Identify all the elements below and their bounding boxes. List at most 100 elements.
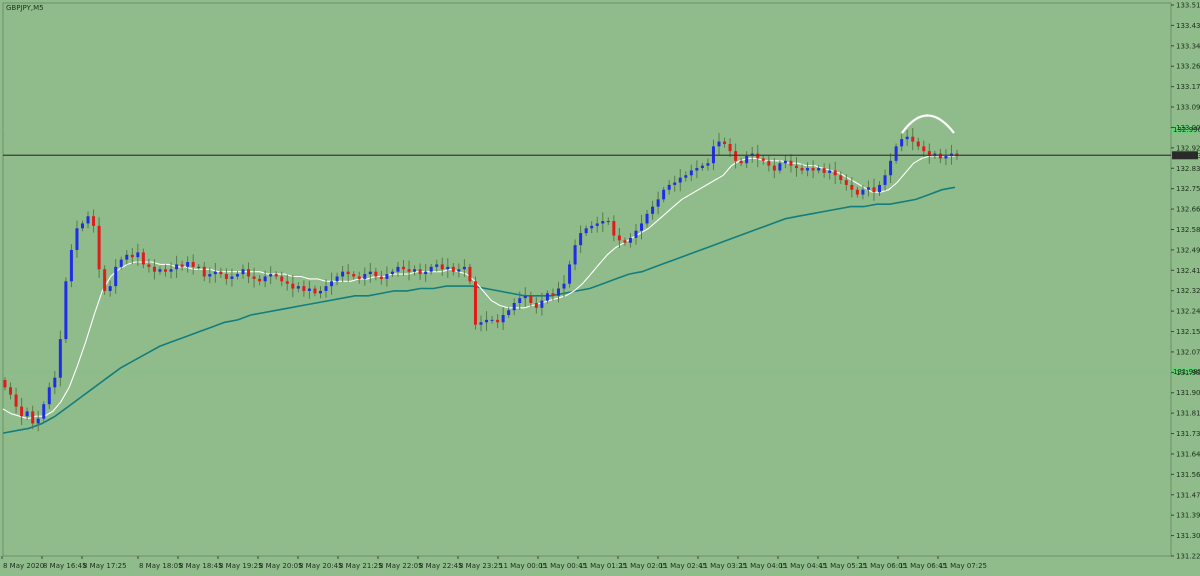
candle-body <box>86 216 90 224</box>
candle-body <box>944 156 948 159</box>
y-tick-label: 131.730 <box>1176 430 1200 438</box>
candle-body <box>706 163 710 166</box>
level-label: 132.990 <box>1173 126 1200 134</box>
candle-body <box>31 411 35 424</box>
candle-body <box>490 319 494 321</box>
y-tick-label: 133.175 <box>1176 83 1200 91</box>
candle-body <box>429 266 433 272</box>
symbol-label: GBPJPY,M5 <box>6 4 44 12</box>
candle-body <box>64 281 68 340</box>
candle-body <box>396 266 400 272</box>
y-tick-label: 133.515 <box>1176 2 1200 10</box>
y-tick-label: 132.155 <box>1176 328 1200 336</box>
candle-body <box>280 276 284 282</box>
candle-body <box>789 160 793 166</box>
candle-body <box>418 269 422 275</box>
plot-area <box>2 2 1172 557</box>
x-tick-label: 11 May 03:25 <box>699 562 747 570</box>
candle-body <box>457 269 461 272</box>
candle-body <box>479 322 483 325</box>
candle-body <box>363 274 367 279</box>
candle-body <box>822 168 826 173</box>
candle-body <box>318 290 322 294</box>
y-tick-label: 133.005 <box>1176 124 1200 132</box>
candle-body <box>640 223 644 231</box>
candle-body <box>745 156 749 164</box>
candle-body <box>407 269 411 272</box>
candle-body <box>573 245 577 265</box>
level-label: 131.985 <box>1173 368 1200 376</box>
candle-body <box>258 278 262 282</box>
candle-body <box>368 271 372 275</box>
x-tick-label: 8 May 18:05 <box>139 562 183 570</box>
candle-body <box>219 271 223 275</box>
y-tick-label: 132.750 <box>1176 185 1200 193</box>
y-tick-label: 133.345 <box>1176 42 1200 50</box>
candle-body <box>778 163 782 171</box>
candle-body <box>114 266 118 287</box>
candle-body <box>202 266 206 277</box>
y-tick-label: 132.070 <box>1176 348 1200 356</box>
y-tick-label: 131.900 <box>1176 389 1200 397</box>
y-tick-label: 131.645 <box>1176 450 1200 458</box>
candle-body <box>634 230 638 238</box>
candle-body <box>678 177 682 183</box>
y-tick-label: 132.410 <box>1176 267 1200 275</box>
candle-body <box>3 380 7 388</box>
candle-body <box>927 151 931 157</box>
candle-body <box>761 158 765 161</box>
candle-body <box>413 269 417 272</box>
x-tick-label: 11 May 04:45 <box>779 562 827 570</box>
candle-body <box>169 269 173 272</box>
candle-body <box>307 288 311 291</box>
candle-body <box>883 175 887 185</box>
candle-body <box>180 264 184 267</box>
candle-body <box>855 189 859 195</box>
candle-body <box>739 160 743 164</box>
candle-body <box>14 394 18 407</box>
candle-body <box>850 184 854 190</box>
candle-body <box>75 228 79 250</box>
candle-body <box>186 262 190 267</box>
candle-body <box>241 269 245 275</box>
x-tick-label: 8 May 21:25 <box>339 562 383 570</box>
candle-body <box>9 387 13 395</box>
candle-body <box>767 160 771 166</box>
y-tick-label: 132.835 <box>1176 165 1200 173</box>
candle-body <box>164 269 168 272</box>
candle-body <box>224 274 228 279</box>
y-tick-label: 132.495 <box>1176 246 1200 254</box>
x-tick-label: 11 May 07:25 <box>939 562 987 570</box>
candle-body <box>136 252 140 258</box>
x-tick-label: 11 May 02:05 <box>619 562 667 570</box>
candle-body <box>379 276 383 279</box>
candle-body <box>36 418 40 424</box>
x-tick-label: 11 May 06:05 <box>859 562 907 570</box>
candle-body <box>97 225 101 270</box>
candle-body <box>512 302 516 311</box>
candle-body <box>341 271 345 277</box>
y-tick-label: 132.665 <box>1176 206 1200 214</box>
candle-body <box>130 254 134 258</box>
candle-body <box>197 266 201 268</box>
candle-body <box>191 262 195 267</box>
candle-body <box>402 266 406 270</box>
candle-body <box>595 223 599 226</box>
candle-body <box>352 274 356 277</box>
candle-body <box>247 269 251 277</box>
candle-body <box>728 143 732 152</box>
candle-body <box>606 221 610 223</box>
candle-body <box>440 264 444 270</box>
candle-body <box>612 221 616 236</box>
x-tick-label: 8 May 2020 <box>3 562 44 570</box>
candle-body <box>235 274 239 277</box>
candle-body <box>534 302 538 308</box>
x-tick-label: 11 May 00:05 <box>499 562 547 570</box>
x-tick-label: 8 May 20:45 <box>299 562 343 570</box>
x-tick-label: 8 May 22:45 <box>419 562 463 570</box>
candle-body <box>938 153 942 159</box>
candle-body <box>545 293 549 301</box>
candle-body <box>645 213 649 224</box>
